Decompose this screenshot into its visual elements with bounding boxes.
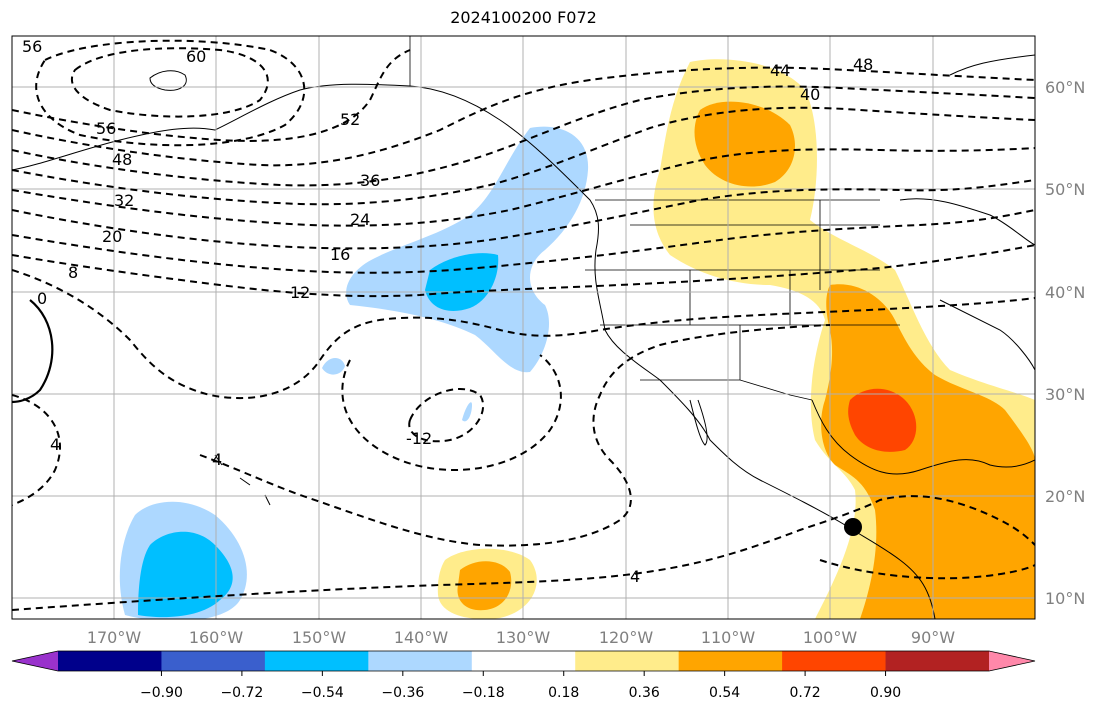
contour-label: 8	[68, 263, 78, 282]
colorbar-segment	[782, 651, 887, 671]
shade-positive-mid	[821, 284, 1035, 619]
colorbar-tick-label: 0.54	[709, 685, 740, 701]
colorbar-segment	[575, 651, 680, 671]
contour-label: 60	[186, 47, 206, 66]
colorbar-tick-label: 0.90	[870, 685, 901, 701]
colorbar-tick-label: −0.90	[140, 685, 183, 701]
contour-label: 20	[102, 227, 122, 246]
contour-label: 4	[50, 435, 60, 454]
contour-label: 4	[630, 567, 640, 586]
lon-tick-label: 90°W	[911, 628, 955, 647]
storm-marker	[844, 518, 862, 536]
lat-tick-label: 10°N	[1045, 589, 1085, 608]
lat-tick-label: 30°N	[1045, 385, 1085, 404]
coastlines	[12, 54, 1035, 619]
contour-label: -12	[406, 429, 432, 448]
contour-label: 56	[96, 119, 116, 138]
contour-label: 48	[112, 150, 132, 169]
colorbar-tick-label: 0.18	[548, 685, 579, 701]
colorbar-segment	[885, 651, 990, 671]
colorbar-segment	[471, 651, 576, 671]
colorbar-tick-label: −0.72	[220, 685, 263, 701]
chart-title: 2024100200 F072	[450, 8, 597, 27]
contour-label: 4	[212, 450, 222, 469]
contour-label: 52	[340, 110, 360, 129]
lon-tick-label: 140°W	[394, 628, 449, 647]
contour-label: 12	[290, 283, 310, 302]
lat-tick-label: 60°N	[1045, 78, 1085, 97]
contour-label: 16	[330, 245, 350, 264]
contour-label: 0	[37, 289, 47, 308]
lon-tick-label: 100°W	[803, 628, 858, 647]
colorbar-tick-label: 0.36	[629, 685, 660, 701]
plot-frame	[11, 35, 1036, 620]
colorbar-extend-high	[989, 651, 1035, 671]
lat-tick-label: 50°N	[1045, 180, 1085, 199]
contour-label: 48	[853, 55, 873, 74]
zero-contour	[12, 299, 54, 404]
lat-tick-labels: 60°N 50°N 40°N 30°N 20°N 10°N	[1045, 78, 1085, 608]
political-borders	[409, 36, 900, 401]
contour-label: 36	[360, 171, 380, 190]
shade-negative-light	[462, 402, 472, 422]
colorbar-segment	[264, 651, 369, 671]
colorbar-tick-label: −0.18	[462, 685, 505, 701]
colorbar-extend-low	[12, 651, 58, 671]
colorbar-segment	[368, 651, 473, 671]
shade-positive-mid	[694, 101, 795, 187]
lon-tick-labels: 170°W 160°W 150°W 140°W 130°W 120°W 110°…	[87, 628, 955, 647]
lon-tick-label: 170°W	[87, 628, 142, 647]
colorbar-tick-label: 0.72	[790, 685, 821, 701]
contour-lines	[12, 39, 1035, 611]
colorbar-tick-labels: −0.90 −0.72 −0.54 −0.36 −0.18 0.18 0.36 0.54 0.7…	[140, 671, 901, 701]
colorbar-outline	[11, 650, 1036, 672]
shading-layer	[119, 59, 1035, 619]
lat-tick-label: 40°N	[1045, 283, 1085, 302]
contour-label: 32	[114, 191, 134, 210]
colorbar-tick-label: −0.36	[381, 685, 424, 701]
contour-label: 40	[800, 85, 820, 104]
colorbar: −0.90 −0.72 −0.54 −0.36 −0.18 0.18 0.36 0.54 0.7…	[11, 650, 1036, 701]
colorbar-tick-label: −0.54	[301, 685, 344, 701]
colorbar-segment	[58, 651, 162, 671]
lon-tick-label: 130°W	[496, 628, 551, 647]
contour-label: 44	[770, 61, 790, 80]
colorbar-segments	[58, 651, 990, 671]
colorbar-segment	[161, 651, 266, 671]
lon-tick-label: 120°W	[599, 628, 654, 647]
shade-negative-light	[322, 357, 345, 375]
shade-negative-light	[346, 126, 589, 373]
contour-label: 56	[22, 37, 42, 56]
contour-label: 24	[350, 210, 370, 229]
lon-tick-label: 150°W	[292, 628, 347, 647]
colorbar-segment	[678, 651, 783, 671]
contour-labels: 56 60 56 52 48 44 48 40 36 32 24 20 16 1…	[22, 37, 873, 586]
lat-tick-label: 20°N	[1045, 487, 1085, 506]
lon-tick-label: 160°W	[189, 628, 244, 647]
lon-tick-label: 110°W	[701, 628, 756, 647]
shade-positive-strong	[848, 388, 917, 452]
